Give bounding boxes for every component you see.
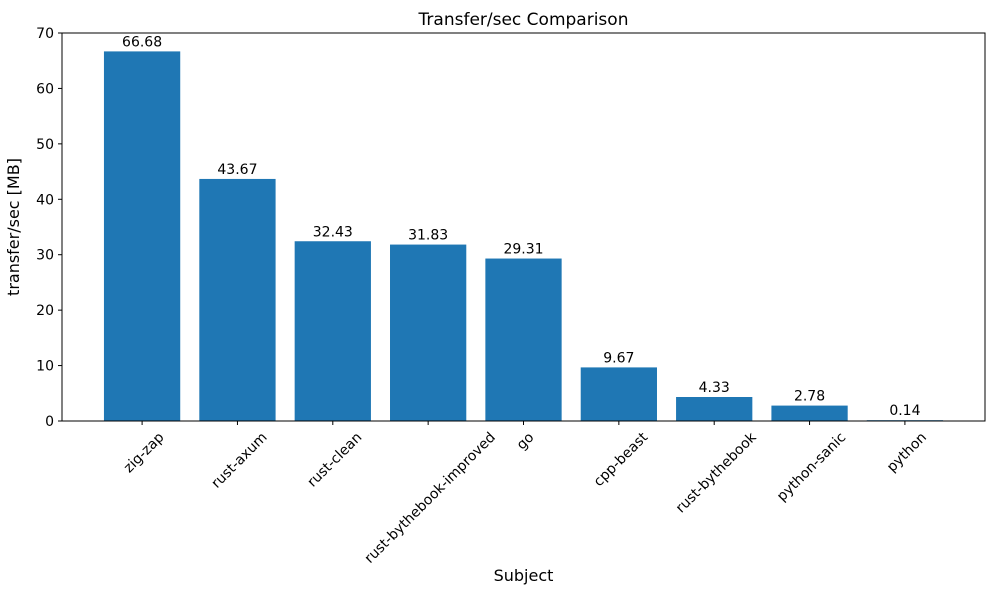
bar-go bbox=[485, 258, 562, 421]
x-tick-label: rust-clean bbox=[304, 430, 365, 491]
bar-value-label: 9.67 bbox=[603, 350, 634, 366]
x-tick-label: zig-zap bbox=[121, 429, 168, 476]
y-tick-label: 10 bbox=[36, 359, 54, 375]
bar-cpp-beast bbox=[580, 367, 657, 421]
bar-value-label: 43.67 bbox=[217, 162, 257, 178]
bar-value-label: 0.14 bbox=[889, 403, 920, 419]
x-axis-title: Subject bbox=[494, 566, 554, 585]
bar-rust-bythebook bbox=[676, 397, 753, 421]
y-axis-title: transfer/sec [MB] bbox=[4, 158, 23, 296]
plot-border bbox=[61, 32, 986, 422]
y-tick-label: 70 bbox=[36, 26, 54, 42]
bars-group bbox=[103, 51, 944, 422]
x-tick-label: rust-bythebook bbox=[673, 429, 760, 516]
x-tick-label: go bbox=[514, 430, 538, 454]
bar-value-label: 32.43 bbox=[313, 224, 353, 240]
bar-value-label: 4.33 bbox=[699, 380, 730, 396]
bar-zig-zap bbox=[103, 51, 181, 422]
bar-value-label: 66.68 bbox=[122, 34, 162, 50]
y-tick-label: 30 bbox=[36, 248, 54, 264]
y-tick-label: 60 bbox=[36, 81, 54, 97]
x-tick-label: cpp-beast bbox=[591, 429, 652, 490]
y-tick-label: 0 bbox=[45, 414, 54, 430]
y-tick-label: 40 bbox=[36, 192, 54, 208]
y-tick-label: 20 bbox=[36, 303, 54, 319]
x-axis: zig-zap rust-axum rust-cleanrust-bythebook… bbox=[121, 421, 930, 567]
value-labels-group: 66.68 43.67 32.43 31.83 29.31 9.67 4.33 2.78 0.1… bbox=[122, 34, 921, 419]
bar-value-label: 2.78 bbox=[794, 389, 825, 405]
bar-rust-clean bbox=[294, 241, 371, 421]
bar-value-label: 29.31 bbox=[503, 242, 543, 258]
y-tick-label: 50 bbox=[36, 137, 54, 153]
y-axis: 0 10 20 30 40 50 60 70 bbox=[36, 26, 62, 430]
bar-python-sanic bbox=[771, 405, 848, 421]
x-tick-label: rust-bythebook-improved bbox=[362, 430, 499, 567]
bar-rust-axum bbox=[199, 178, 276, 421]
chart-title: Transfer/sec Comparison bbox=[418, 10, 629, 30]
bar-rust-bythebook-improved bbox=[390, 244, 467, 421]
bar-value-label: 31.83 bbox=[408, 228, 448, 244]
x-tick-label: rust-axum bbox=[209, 430, 271, 492]
x-tick-label: python-sanic bbox=[774, 430, 849, 505]
x-tick-label: python bbox=[884, 430, 930, 476]
